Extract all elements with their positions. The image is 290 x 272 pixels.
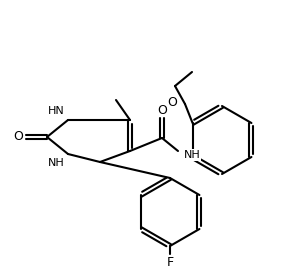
Text: O: O	[167, 95, 177, 109]
Text: NH: NH	[184, 150, 201, 160]
Text: NH: NH	[48, 158, 65, 168]
Text: O: O	[13, 131, 23, 144]
Text: HN: HN	[48, 106, 65, 116]
Text: O: O	[157, 104, 167, 116]
Text: F: F	[166, 255, 173, 268]
